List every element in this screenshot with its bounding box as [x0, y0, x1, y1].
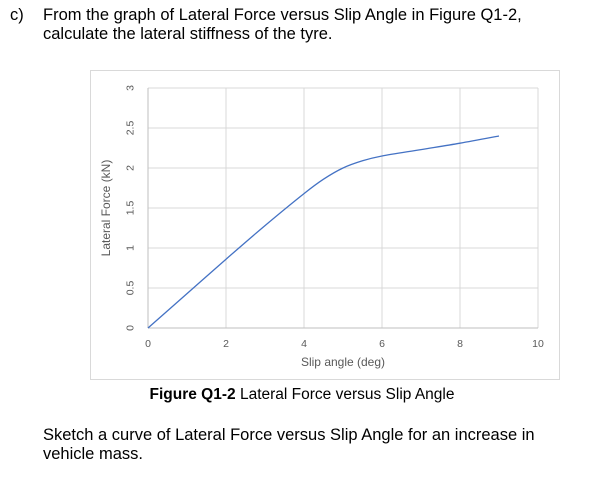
chart-lines: [147, 135, 500, 329]
figure-label: Figure Q1-2: [149, 386, 236, 403]
y-tick-label: 1: [125, 245, 137, 251]
y-tick-label: 0.5: [125, 281, 137, 296]
figure-caption: Figure Q1-2 Lateral Force versus Slip An…: [0, 386, 604, 404]
x-tick-label: 10: [532, 338, 544, 350]
x-tick-label: 8: [457, 338, 463, 350]
x-tick-label: 0: [145, 338, 151, 350]
question-letter: c): [10, 6, 24, 24]
y-axis-label: Lateral Force (kN): [99, 160, 113, 257]
chart-border: [90, 70, 560, 380]
y-tick-label: 3: [125, 85, 137, 91]
question-text: From the graph of Lateral Force versus S…: [43, 6, 522, 43]
x-tick-label: 6: [379, 338, 385, 350]
figure-title: Lateral Force versus Slip Angle: [235, 386, 455, 403]
sketch-instruction: Sketch a curve of Lateral Force versus S…: [43, 426, 535, 463]
series-line: [147, 135, 500, 329]
y-tick-label: 2: [125, 165, 137, 171]
x-tick-label: 2: [223, 338, 229, 350]
x-tick-label: 4: [301, 338, 307, 350]
y-tick-label: 1.5: [125, 201, 137, 216]
x-axis-label: Slip angle (deg): [301, 355, 385, 369]
y-tick-label: 2.5: [125, 121, 137, 136]
chart-ticks: 0 2 4 6 8 10 0 0.5 1 1.5 2 2.5 3: [125, 85, 544, 350]
y-tick-label: 0: [125, 325, 137, 331]
